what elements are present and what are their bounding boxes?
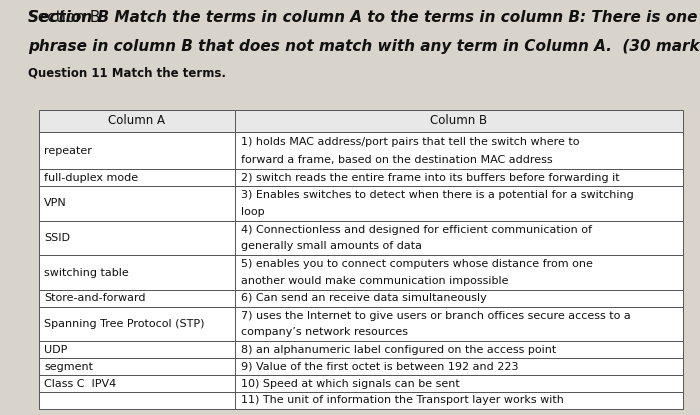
Text: full-duplex mode: full-duplex mode (44, 173, 138, 183)
Text: 2) switch reads the entire frame into its buffers before forwarding it: 2) switch reads the entire frame into it… (241, 173, 619, 183)
Text: Section B: Section B (28, 10, 105, 25)
Text: UDP: UDP (44, 345, 67, 355)
Text: Class C  IPV4: Class C IPV4 (44, 378, 116, 388)
Text: phrase in column B that does not match with any term in Column A.  (30 marks): phrase in column B that does not match w… (28, 39, 700, 54)
Text: 6) Can send an receive data simultaneously: 6) Can send an receive data simultaneous… (241, 293, 486, 303)
Text: Store-and-forward: Store-and-forward (44, 293, 146, 303)
Text: Column B: Column B (430, 115, 487, 127)
Text: Question 11 Match the terms.: Question 11 Match the terms. (28, 66, 226, 79)
Text: VPN: VPN (44, 198, 66, 208)
Text: SSID: SSID (44, 233, 70, 243)
Text: Section B Match the terms in column A to the terms in column B: There is one ext: Section B Match the terms in column A to… (28, 10, 700, 25)
Text: generally small amounts of data: generally small amounts of data (241, 242, 421, 251)
Text: loop: loop (241, 207, 264, 217)
Text: company’s network resources: company’s network resources (241, 327, 407, 337)
Text: 7) uses the Internet to give users or branch offices secure access to a: 7) uses the Internet to give users or br… (241, 311, 630, 321)
Text: segment: segment (44, 362, 93, 372)
Text: Spanning Tree Protocol (STP): Spanning Tree Protocol (STP) (44, 319, 204, 329)
Text: repeater: repeater (44, 146, 92, 156)
Text: 10) Speed at which signals can be sent: 10) Speed at which signals can be sent (241, 378, 459, 388)
Text: 9) Value of the first octet is between 192 and 223: 9) Value of the first octet is between 1… (241, 362, 518, 372)
Text: 1) holds MAC address/port pairs that tell the switch where to: 1) holds MAC address/port pairs that tel… (241, 137, 579, 146)
Text: Column A: Column A (108, 115, 165, 127)
Text: forward a frame, based on the destination MAC address: forward a frame, based on the destinatio… (241, 154, 552, 165)
Text: 4) Connectionless and designed for efficient communication of: 4) Connectionless and designed for effic… (241, 225, 592, 235)
Text: 8) an alphanumeric label configured on the access point: 8) an alphanumeric label configured on t… (241, 345, 556, 355)
Text: another would make communication impossible: another would make communication impossi… (241, 276, 508, 286)
Text: 3) Enables switches to detect when there is a potential for a switching: 3) Enables switches to detect when there… (241, 190, 634, 200)
Text: 11) The unit of information the Transport layer works with: 11) The unit of information the Transpor… (241, 395, 564, 405)
Text: switching table: switching table (44, 268, 129, 278)
Text: 5) enables you to connect computers whose distance from one: 5) enables you to connect computers whos… (241, 259, 592, 269)
